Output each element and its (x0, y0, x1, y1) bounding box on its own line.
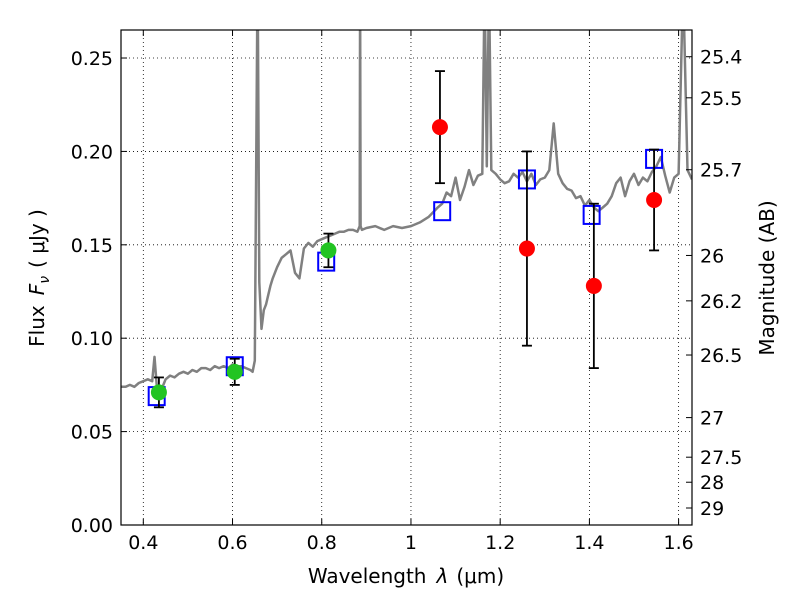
y-axis-label: FluxFν( μJy ) (25, 209, 53, 347)
y-tick-label: 0.25 (71, 48, 113, 70)
plot-frame (120, 29, 693, 526)
y-tick-label: 0.15 (71, 235, 113, 257)
y-tick-label: 0.00 (71, 515, 113, 537)
square-point (582, 204, 601, 225)
y2-tick-label: 26.5 (700, 345, 742, 367)
y2-tick-label: 26 (700, 245, 724, 267)
x-tick-label: 0.6 (217, 532, 247, 554)
x-tick-label: 1.4 (574, 532, 604, 554)
x-axis: 0.4 0.6 0.8 1 1.2 1.4 1.6 (128, 30, 694, 554)
green-point (226, 363, 243, 380)
x-axis-label: Wavelength λ (μm) (308, 564, 504, 588)
y2-tick-label: 29 (700, 498, 724, 520)
x-tick-label: 1 (405, 532, 417, 554)
red-point (518, 240, 535, 257)
y-axis-left: 0.00 0.05 0.10 0.15 0.20 0.25 (71, 48, 127, 537)
x-tick-label: 0.8 (307, 532, 337, 554)
green-point (320, 242, 337, 259)
y2-tick-label: 25.4 (700, 47, 742, 69)
green-point (150, 384, 167, 401)
model-spectrum-layer (121, 30, 692, 392)
y2-tick-label: 26.2 (700, 291, 742, 313)
data-marks (147, 70, 664, 409)
grid-lines (121, 30, 692, 526)
y2-tick-label: 28 (700, 472, 724, 494)
model-spectrum-line (121, 30, 692, 392)
y-tick-label: 0.05 (71, 422, 113, 444)
red-point (431, 119, 448, 136)
y2-tick-label: 27 (700, 408, 724, 430)
red-point (585, 277, 602, 294)
y2-axis-label: Magnitude (AB) (755, 200, 779, 355)
y2-tick-label: 27.5 (700, 447, 742, 469)
y2-tick-label: 25.5 (700, 88, 742, 110)
y2-tick-label: 25.7 (700, 160, 742, 182)
x-tick-label: 1.6 (664, 532, 694, 554)
y-tick-label: 0.10 (71, 328, 113, 350)
x-tick-label: 0.4 (128, 532, 158, 554)
red-point (646, 191, 663, 208)
x-tick-label: 1.2 (485, 532, 515, 554)
y-tick-label: 0.20 (71, 141, 113, 163)
square-point (433, 201, 452, 222)
y-axis-right: 25.4 25.5 25.7 26 26.2 26.5 27 27.5 28 29 (686, 47, 742, 520)
